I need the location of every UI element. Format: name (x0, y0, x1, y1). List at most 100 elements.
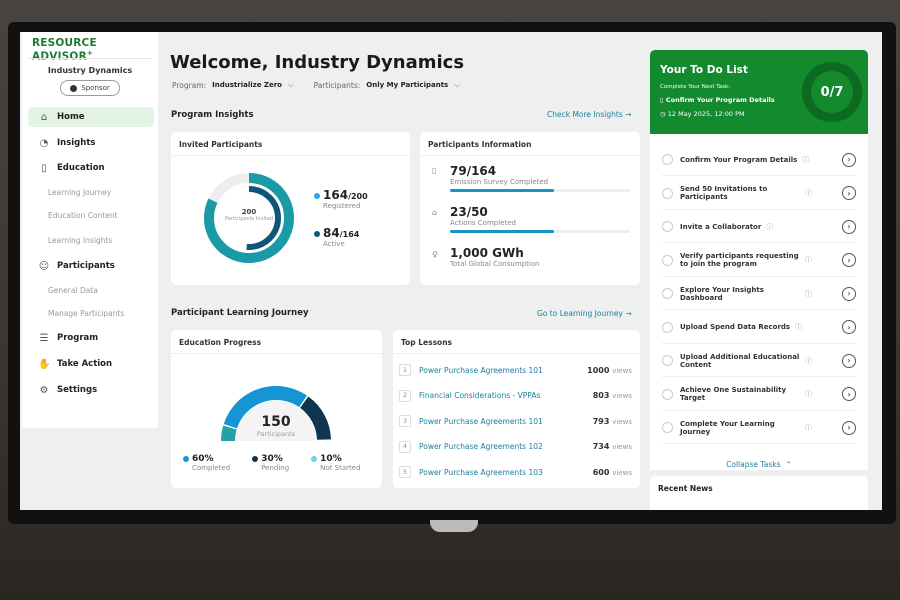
help-icon[interactable]: ⓘ (795, 323, 803, 331)
lesson-title[interactable]: Power Purchase Agreements 101 (419, 416, 543, 426)
divider (28, 58, 152, 59)
todo-task[interactable]: Send 50 Invitations to Participants ⓘ › (662, 178, 856, 210)
chevron-right-icon[interactable]: › (842, 186, 856, 200)
todo-task[interactable]: Upload Spend Data Records ⓘ › (662, 312, 856, 344)
help-icon[interactable]: ⓘ (766, 222, 774, 231)
sidebar-sub-education-content[interactable]: Education Content (48, 211, 118, 220)
legend-dot (314, 192, 320, 199)
lesson-row[interactable]: 1 Power Purchase Agreements 101 1000 views (399, 360, 632, 380)
chevron-right-icon[interactable]: › (842, 219, 856, 234)
lesson-rank: 1 (399, 364, 411, 376)
invited-donut-chart (204, 173, 294, 263)
actions-stat: 23/50 Actions Completed (450, 205, 630, 233)
checkbox[interactable] (662, 321, 673, 333)
next-task-link[interactable]: ▯ Confirm Your Program Details (660, 96, 775, 104)
lesson-title[interactable]: Power Purchase Agreements 101 (419, 365, 543, 375)
todo-task[interactable]: Explore Your Insights Dashboard ⓘ › (662, 278, 856, 310)
todo-task[interactable]: Achieve One Sustainability Target ⓘ › (662, 379, 856, 411)
chevron-right-icon[interactable]: › (842, 286, 856, 301)
hand-icon: ✋ (38, 358, 51, 370)
donut-center: 200 Participants Invited (224, 208, 274, 222)
todo-task[interactable]: Upload Additional Educational Content ⓘ › (662, 345, 856, 377)
lesson-views: 1000 views (587, 365, 632, 375)
lesson-row[interactable]: 5 Power Purchase Agreements 103 600 views (399, 462, 632, 482)
checkbox[interactable] (662, 288, 673, 299)
sidebar-item-program[interactable]: ☰ Program (39, 332, 99, 344)
arrow-right-icon: → (625, 309, 632, 318)
chevron-down-icon[interactable]: ⌵ (287, 80, 294, 89)
help-icon[interactable]: ⓘ (805, 423, 812, 432)
sidebar-item-participants[interactable]: ☺ Participants (38, 260, 115, 272)
legend-dot (314, 230, 320, 237)
check-more-insights-link[interactable]: Check More Insights → (547, 110, 632, 119)
chevron-down-icon[interactable]: ⌵ (454, 80, 460, 89)
todo-task[interactable]: Verify participants requesting to join t… (662, 245, 856, 277)
survey-progress-bar (450, 189, 630, 192)
lesson-row[interactable]: 3 Power Purchase Agreements 101 793 views (399, 411, 632, 431)
todo-task[interactable]: Confirm Your Program Details ⓘ › (662, 144, 856, 176)
help-icon[interactable]: ⓘ (805, 390, 812, 398)
program-select[interactable]: Industrialize Zero (212, 81, 282, 89)
sidebar-item-take-action[interactable]: ✋ Take Action (38, 358, 113, 370)
collapse-tasks-button[interactable]: Collapse Tasks ⌃ (726, 460, 792, 469)
todo-task[interactable]: Complete Your Learning Journey ⓘ › (662, 412, 856, 444)
lesson-views: 803 views (592, 391, 632, 400)
checkbox[interactable] (662, 221, 673, 232)
lesson-title[interactable]: Financial Considerations - VPPAs (419, 391, 541, 400)
todo-task[interactable]: Invite a Collaborator ⓘ › (662, 211, 856, 243)
sidebar: RESOURCE ADVISOR+ Industry Dynamics Spon… (22, 32, 158, 428)
help-icon[interactable]: ⓘ (805, 189, 812, 197)
badge-icon (70, 84, 78, 92)
sidebar-sub-general-data[interactable]: General Data (48, 286, 98, 295)
chevron-right-icon[interactable]: › (842, 253, 856, 267)
legend-not-started: 10% Not Started (311, 454, 361, 472)
people-icon: ☺ (38, 260, 50, 272)
lesson-title[interactable]: Power Purchase Agreements 103 (419, 467, 543, 477)
help-icon[interactable]: ⓘ (805, 289, 812, 298)
sidebar-sub-manage-participants[interactable]: Manage Participants (48, 309, 125, 318)
registered-stat: 164/200 Registered (314, 188, 368, 210)
chevron-right-icon[interactable]: › (842, 387, 856, 401)
checkbox[interactable] (662, 154, 673, 165)
clock-icon: ◷ (660, 110, 666, 118)
lesson-views: 600 views (592, 467, 632, 477)
checkbox[interactable] (662, 388, 673, 400)
lesson-row[interactable]: 4 Power Purchase Agreements 102 734 views (399, 437, 632, 457)
org-name: Industry Dynamics (47, 66, 133, 75)
gauge-segment-pending (299, 396, 331, 441)
lesson-row[interactable]: 2 Financial Considerations - VPPAs 803 vie… (399, 386, 632, 406)
sidebar-sub-learning-insights[interactable]: Learning Insights (48, 236, 113, 245)
checkbox[interactable] (662, 422, 673, 433)
education-gauge (221, 386, 331, 442)
checkbox[interactable] (662, 187, 673, 199)
help-icon[interactable]: ⓘ (802, 155, 810, 164)
gauge-legend: 60% Completed 30% Pending 10% Not Started (183, 454, 361, 472)
chevron-right-icon[interactable]: › (842, 320, 856, 334)
go-to-learning-journey-link[interactable]: Go to Learning Journey → (537, 309, 632, 318)
todo-progress-ring: 0/7 (802, 62, 862, 122)
book-icon: ▯ (41, 162, 47, 174)
sidebar-item-insights[interactable]: ◔ Insights (39, 137, 96, 149)
checkbox[interactable] (662, 355, 673, 366)
lesson-rank: 5 (399, 466, 411, 478)
screen: RESOURCE ADVISOR+ Industry Dynamics Spon… (20, 32, 882, 510)
checkbox[interactable] (662, 254, 673, 266)
lesson-rank: 4 (399, 440, 411, 453)
chevron-right-icon[interactable]: › (842, 152, 856, 167)
help-icon[interactable]: ⓘ (805, 356, 812, 365)
card-title: Invited Participants (171, 132, 410, 156)
sidebar-item-home[interactable]: ⌂ Home (28, 107, 154, 127)
logo[interactable]: RESOURCE ADVISOR+ (32, 37, 97, 63)
sidebar-item-settings[interactable]: ⚙ Settings (39, 384, 98, 396)
role-badge: Sponsor (60, 80, 120, 96)
sidebar-item-education[interactable]: ▯ Education (28, 158, 154, 178)
help-icon[interactable]: ⓘ (805, 256, 812, 264)
invited-participants-card: Invited Participants 200 Participants In… (171, 132, 410, 285)
participants-select[interactable]: Only My Participants (366, 81, 449, 89)
chevron-right-icon[interactable]: › (842, 353, 856, 368)
section-title-insights: Program Insights (171, 110, 254, 120)
lesson-title[interactable]: Power Purchase Agreements 102 (419, 442, 543, 451)
chevron-right-icon[interactable]: › (842, 420, 856, 435)
lesson-views: 793 views (592, 416, 632, 426)
sidebar-sub-learning-journey[interactable]: Learning Journey (48, 188, 112, 197)
